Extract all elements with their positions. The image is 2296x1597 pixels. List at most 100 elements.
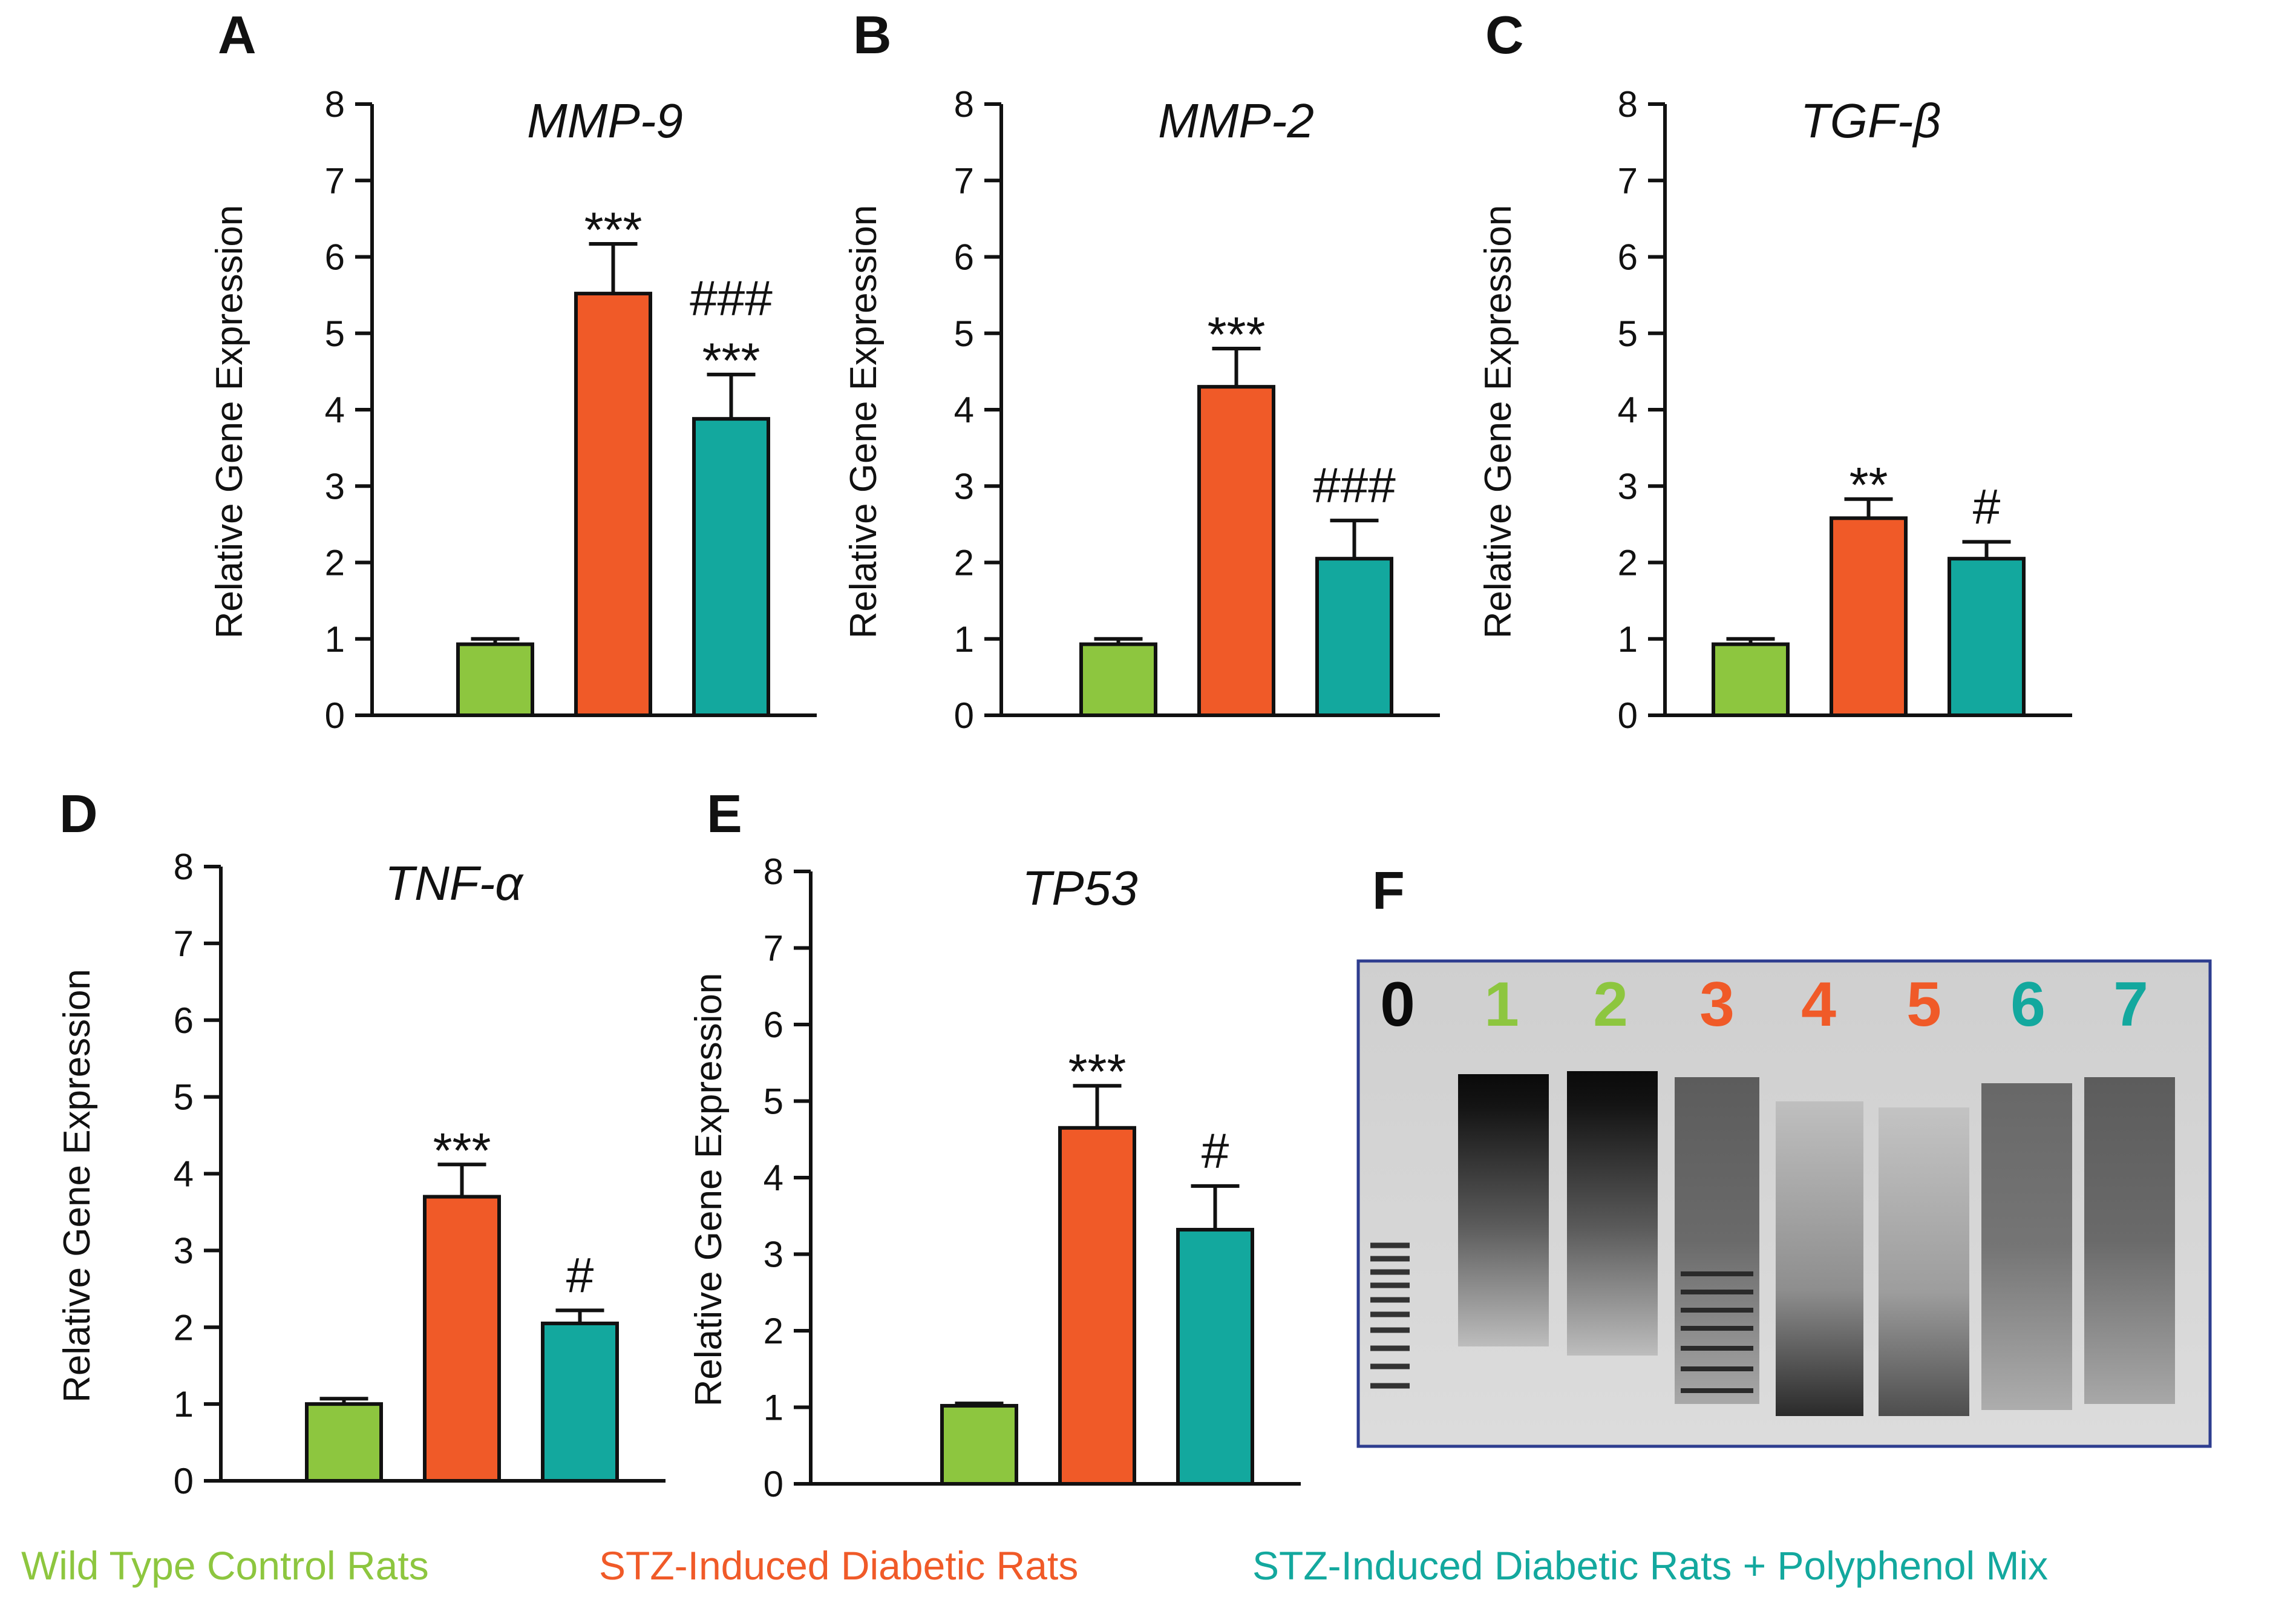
bar-stz-poly (541, 1321, 619, 1483)
y-axis-label: Relative Gene Expression (688, 973, 730, 1407)
y-axis-label: Relative Gene Expression (843, 205, 885, 639)
significance-label: ** (1850, 458, 1888, 513)
significance-label: *** (1208, 307, 1266, 362)
y-tick-label: 8 (764, 851, 783, 892)
y-tick-label: 1 (954, 619, 974, 660)
y-tick-label: 3 (325, 466, 345, 507)
y-tick-label: 2 (325, 543, 345, 583)
gel-panel: F (1356, 861, 2212, 1448)
y-tick-label: 5 (764, 1081, 783, 1122)
gel-lane-3-smear (1675, 1077, 1759, 1404)
significance-label-secondary: ### (690, 271, 773, 326)
bar-stz-poly (692, 417, 770, 718)
gel-lane-1-smear (1458, 1074, 1549, 1346)
panel-letter-e: E (707, 784, 742, 844)
y-tick-label: 7 (174, 923, 194, 964)
bar-stz (1830, 516, 1908, 718)
y-axis-label: Relative Gene Expression (1477, 205, 1519, 639)
panel-letter-d: D (59, 784, 98, 844)
gel-lane-label: 0 (1380, 969, 1415, 1040)
gel-lane-label: 2 (1593, 969, 1628, 1040)
gel-lane-label: 4 (1801, 969, 1836, 1040)
ladder-bands (1370, 1242, 1410, 1389)
gel-lane-6-smear (1981, 1083, 2072, 1410)
significance-label: *** (584, 203, 643, 258)
gel-lane-label: 7 (2113, 969, 2148, 1040)
gel-lane-label: 3 (1699, 969, 1735, 1040)
y-tick-label: 4 (1618, 390, 1638, 430)
y-tick-label: 8 (1618, 84, 1638, 125)
y-tick-label: 8 (174, 847, 194, 887)
bar-wild-type (1712, 642, 1790, 718)
y-tick-label: 3 (1618, 466, 1638, 507)
y-tick-label: 7 (954, 160, 974, 201)
panel-letter-a: A (218, 5, 257, 65)
y-tick-label: 0 (174, 1461, 194, 1501)
y-axis-label: Relative Gene Expression (56, 969, 98, 1403)
gel-lane-4-smear (1776, 1101, 1863, 1416)
y-tick-label: 5 (1618, 313, 1638, 354)
gel-lane-label: 5 (1906, 969, 1941, 1040)
significance-label: *** (702, 333, 760, 389)
legend-stz-poly: STZ-Induced Diabetic Rats + Polyphenol M… (1252, 1543, 2048, 1588)
bar-wild-type (1079, 642, 1157, 718)
bar-stz-poly (1176, 1228, 1254, 1486)
y-tick-label: 8 (325, 84, 345, 125)
y-tick-label: 2 (1618, 543, 1638, 583)
y-tick-label: 3 (764, 1235, 783, 1275)
significance-label: *** (1068, 1044, 1127, 1100)
y-tick-label: 3 (174, 1230, 194, 1271)
y-tick-label: 5 (174, 1077, 194, 1118)
chart-title: TGF-β (1800, 94, 1941, 148)
gel-lane-7-smear (2084, 1077, 2175, 1404)
bar-stz (423, 1195, 501, 1483)
y-tick-label: 0 (764, 1464, 783, 1504)
y-tick-label: 6 (174, 1000, 194, 1041)
y-tick-label: 4 (764, 1158, 783, 1198)
legend-stz: STZ-Induced Diabetic Rats (599, 1543, 1078, 1588)
chart-title: TNF-α (385, 856, 524, 910)
gel-smears (1370, 1071, 2175, 1416)
chart-title: MMP-9 (527, 94, 683, 148)
y-tick-label: 7 (325, 160, 345, 201)
bar-stz (1197, 385, 1275, 717)
y-tick-label: 5 (325, 313, 345, 354)
legend-wild-type: Wild Type Control Rats (21, 1543, 429, 1588)
chart-title: TP53 (1022, 861, 1137, 915)
y-tick-label: 6 (954, 237, 974, 278)
y-tick-label: 2 (764, 1311, 783, 1351)
gel-lane-5-smear (1879, 1107, 1969, 1416)
y-tick-label: 2 (954, 543, 974, 583)
y-tick-label: 1 (325, 619, 345, 660)
y-tick-label: 4 (954, 390, 974, 430)
significance-label: # (566, 1248, 594, 1303)
bar-stz (1058, 1126, 1136, 1486)
panel-letter-b: B (853, 5, 892, 65)
y-tick-label: 0 (954, 695, 974, 736)
gel-lane-label: 1 (1484, 969, 1519, 1040)
bar-stz (574, 292, 652, 718)
y-tick-label: 7 (1618, 160, 1638, 201)
panel-letter-f: F (1372, 861, 1405, 920)
significance-label: ### (1313, 458, 1396, 513)
panel-letter-c: C (1485, 5, 1524, 65)
bar-stz-poly (1315, 557, 1393, 717)
gel-lane-3-ladder (1681, 1271, 1753, 1393)
bar-wild-type (940, 1403, 1018, 1486)
bar-wild-type (305, 1402, 383, 1483)
gel-lane-label: 6 (2010, 969, 2046, 1040)
legend: Wild Type Control Rats STZ-Induced Diabe… (21, 1543, 2048, 1588)
chart-title: MMP-2 (1158, 94, 1314, 148)
y-tick-label: 0 (1618, 695, 1638, 736)
y-tick-label: 0 (325, 695, 345, 736)
chart-panel-a: A 0 1 2 3 4 5 6 7 8 Relative Gene Expression MMP-9 *… (209, 5, 817, 736)
significance-label: # (1973, 479, 2001, 534)
y-tick-label: 8 (954, 84, 974, 125)
y-tick-label: 6 (1618, 237, 1638, 278)
bar-wild-type (456, 642, 534, 718)
chart-panel-c: C 0 1 2 3 4 5 6 7 8 Relative Gene Expression TGF-β *… (1477, 5, 2072, 736)
y-tick-label: 4 (174, 1154, 194, 1195)
y-tick-label: 1 (1618, 619, 1638, 660)
